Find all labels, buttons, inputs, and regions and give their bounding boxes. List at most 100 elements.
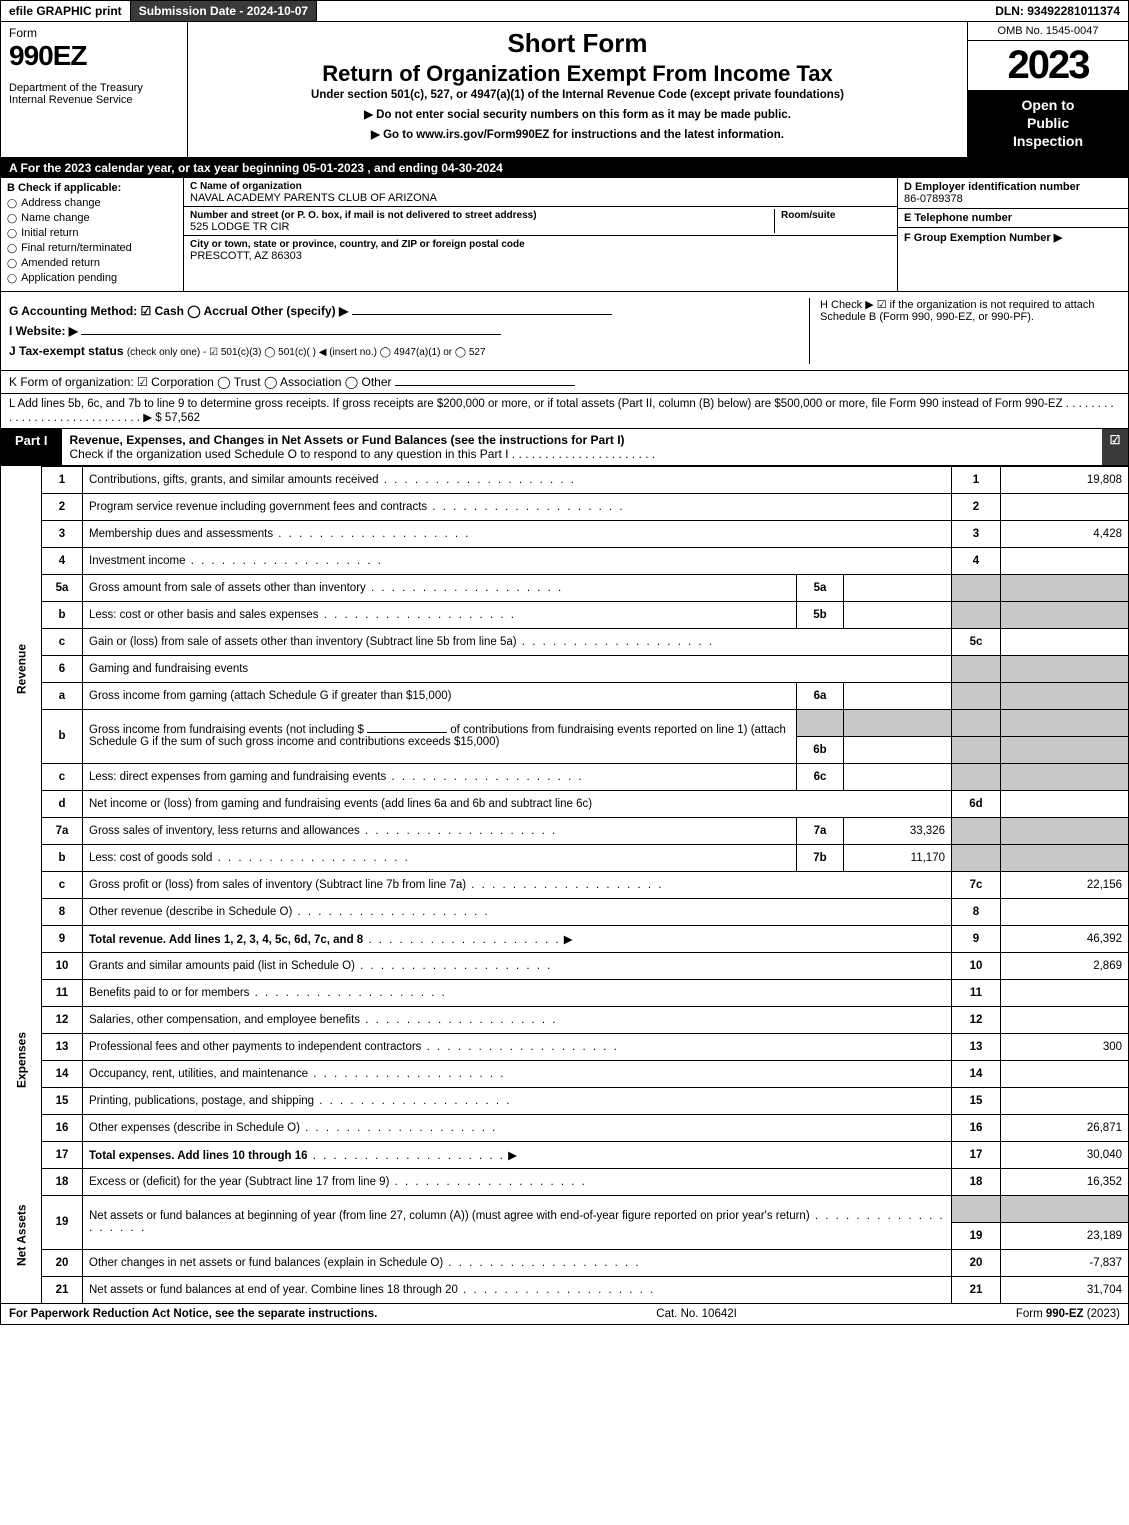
- cb-application-pending[interactable]: Application pending: [7, 272, 177, 284]
- ln: 5a: [42, 574, 83, 601]
- subval: [844, 682, 952, 709]
- submission-date: Submission Date - 2024-10-07: [131, 1, 317, 21]
- subln: 7a: [797, 817, 844, 844]
- table-row: c Less: direct expenses from gaming and …: [1, 763, 1129, 790]
- rnum: 1: [952, 466, 1001, 493]
- table-row: c Gain or (loss) from sale of assets oth…: [1, 628, 1129, 655]
- val-grey: [1001, 1195, 1129, 1222]
- rnum: 8: [952, 898, 1001, 925]
- contrib-underline[interactable]: [367, 732, 447, 733]
- part1-title: Revenue, Expenses, and Changes in Net As…: [62, 429, 1102, 465]
- table-row: 12 Salaries, other compensation, and emp…: [1, 1006, 1129, 1033]
- table-row: 16 Other expenses (describe in Schedule …: [1, 1114, 1129, 1141]
- table-row: Net Assets 18 Excess or (deficit) for th…: [1, 1168, 1129, 1195]
- ln: b: [42, 709, 83, 763]
- street-row: Number and street (or P. O. box, if mail…: [184, 207, 897, 236]
- rnum: 18: [952, 1168, 1001, 1195]
- rnum: [952, 709, 1001, 736]
- line-g-underline[interactable]: [352, 314, 612, 315]
- line-i-underline[interactable]: [81, 334, 501, 335]
- desc: Total expenses. Add lines 10 through 16 …: [83, 1141, 952, 1168]
- row-a-tax-year: A For the 2023 calendar year, or tax yea…: [0, 158, 1129, 178]
- val: 2,869: [1001, 952, 1129, 979]
- title-short-form: Short Form: [196, 28, 959, 59]
- part1-table: Revenue 1 Contributions, gifts, grants, …: [0, 466, 1129, 1304]
- rnum: 11: [952, 979, 1001, 1006]
- room-label: Room/suite: [781, 210, 835, 221]
- org-name-label: C Name of organization: [190, 181, 302, 192]
- ln: 7a: [42, 817, 83, 844]
- cb-final-return[interactable]: Final return/terminated: [7, 242, 177, 254]
- city-label: City or town, state or province, country…: [190, 239, 525, 250]
- side-spacer: [1, 871, 42, 952]
- table-row: 11 Benefits paid to or for members 11: [1, 979, 1129, 1006]
- goto-link[interactable]: ▶ Go to www.irs.gov/Form990EZ for instru…: [196, 127, 959, 141]
- cb-address-change[interactable]: Address change: [7, 197, 177, 209]
- val: 30,040: [1001, 1141, 1129, 1168]
- line-j-tax-exempt: J Tax-exempt status (check only one) - ☑…: [9, 344, 789, 358]
- table-row: 5a Gross amount from sale of assets othe…: [1, 574, 1129, 601]
- group-exemption-cell: F Group Exemption Number ▶: [898, 228, 1128, 291]
- efile-print-button[interactable]: efile GRAPHIC print: [1, 1, 131, 21]
- rnum: 12: [952, 1006, 1001, 1033]
- table-row: 6 Gaming and fundraising events: [1, 655, 1129, 682]
- table-row: 9 Total revenue. Add lines 1, 2, 3, 4, 5…: [1, 925, 1129, 952]
- rnum: [952, 844, 1001, 871]
- rnum: 13: [952, 1033, 1001, 1060]
- header-left: Form 990EZ Department of the Treasury In…: [1, 22, 188, 157]
- col-b-title: B Check if applicable:: [7, 182, 177, 194]
- omb-number: OMB No. 1545-0047: [968, 22, 1128, 41]
- table-row: 2 Program service revenue including gove…: [1, 493, 1129, 520]
- part1-check-icon[interactable]: ☑: [1102, 429, 1128, 465]
- ein-cell: D Employer identification number 86-0789…: [898, 178, 1128, 209]
- part1-header: Part I Revenue, Expenses, and Changes in…: [0, 429, 1129, 466]
- val: [1001, 898, 1129, 925]
- cb-initial-return[interactable]: Initial return: [7, 227, 177, 239]
- ln: 10: [42, 952, 83, 979]
- val: -7,837: [1001, 1249, 1129, 1276]
- desc: Gross income from gaming (attach Schedul…: [83, 682, 797, 709]
- part1-title-bold: Revenue, Expenses, and Changes in Net As…: [70, 433, 625, 447]
- ln: 16: [42, 1114, 83, 1141]
- table-row: b Gross income from fundraising events (…: [1, 709, 1129, 736]
- row-l-gross-receipts: L Add lines 5b, 6c, and 7b to line 9 to …: [0, 394, 1129, 429]
- form-number: 990EZ: [9, 40, 179, 72]
- val: 4,428: [1001, 520, 1129, 547]
- ln: c: [42, 871, 83, 898]
- ln: 14: [42, 1060, 83, 1087]
- val: [1001, 763, 1129, 790]
- col-c-org-info: C Name of organization NAVAL ACADEMY PAR…: [184, 178, 897, 291]
- cb-name-change[interactable]: Name change: [7, 212, 177, 224]
- subval: [844, 574, 952, 601]
- department: Department of the Treasury Internal Reve…: [9, 82, 179, 106]
- desc: Grants and similar amounts paid (list in…: [83, 952, 952, 979]
- ln: 4: [42, 547, 83, 574]
- ln: b: [42, 844, 83, 871]
- rnum: [952, 736, 1001, 763]
- row-k-underline[interactable]: [395, 385, 575, 386]
- subval-grey: [844, 709, 952, 736]
- city-cell: City or town, state or province, country…: [184, 236, 897, 264]
- info-block: B Check if applicable: Address change Na…: [0, 178, 1129, 292]
- rnum-grey: [952, 1195, 1001, 1222]
- val: [1001, 736, 1129, 763]
- desc: Gross income from fundraising events (no…: [83, 709, 797, 763]
- tax-year: 2023: [968, 41, 1128, 90]
- rnum: 14: [952, 1060, 1001, 1087]
- table-row: 15 Printing, publications, postage, and …: [1, 1087, 1129, 1114]
- line-i-website: I Website: ▶: [9, 324, 789, 338]
- org-name-cell: C Name of organization NAVAL ACADEMY PAR…: [184, 178, 897, 207]
- form-header: Form 990EZ Department of the Treasury In…: [0, 22, 1129, 158]
- cb-amended-return[interactable]: Amended return: [7, 257, 177, 269]
- val: [1001, 790, 1129, 817]
- rnum: [952, 682, 1001, 709]
- inspection-box: Open to Public Inspection: [968, 90, 1128, 157]
- ln: 1: [42, 466, 83, 493]
- val: [1001, 979, 1129, 1006]
- desc: Gain or (loss) from sale of assets other…: [83, 628, 952, 655]
- rnum: [952, 574, 1001, 601]
- desc: Gross amount from sale of assets other t…: [83, 574, 797, 601]
- ln: 2: [42, 493, 83, 520]
- row-k-form-org: K Form of organization: ☑ Corporation ◯ …: [0, 371, 1129, 394]
- rnum: 4: [952, 547, 1001, 574]
